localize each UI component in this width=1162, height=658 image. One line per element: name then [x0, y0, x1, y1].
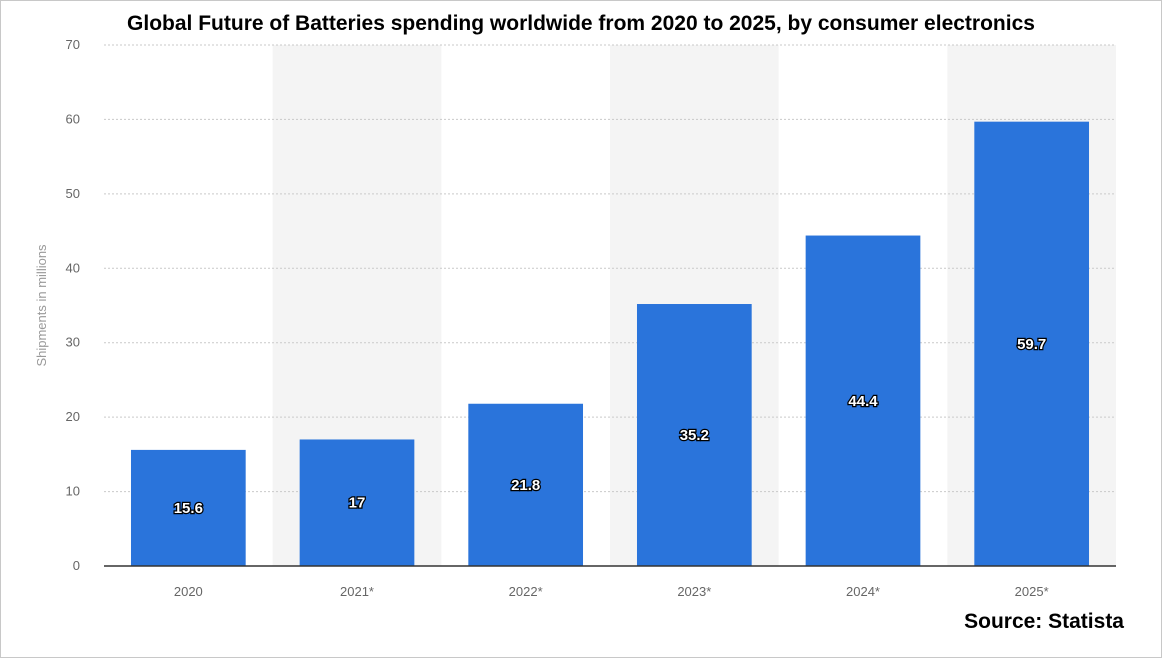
y-tick-0: 0: [73, 558, 80, 573]
data-label-2023*: 35.2: [680, 427, 709, 444]
y-tick-20: 20: [66, 409, 80, 424]
data-label-2024*: 44.4: [848, 393, 878, 410]
y-tick-30: 30: [66, 335, 80, 350]
data-label-2025*: 59.7: [1017, 336, 1046, 353]
data-labels: 15.6 17 21.8 35.2 44.4 59.7: [172, 335, 1047, 519]
bar-2023*: [636, 304, 752, 566]
bar-2020: [130, 449, 246, 566]
bar-2021*: [299, 439, 415, 566]
chart-title: Global Future of Batteries spending worl…: [127, 12, 1035, 35]
y-tick-60: 60: [66, 111, 80, 126]
data-label-2022*: 21.8: [511, 477, 540, 494]
y-tick-40: 40: [66, 260, 80, 275]
y-tick-10: 10: [66, 484, 80, 499]
data-label-2021*: 17: [349, 495, 366, 512]
data-label-2020: 15.6: [174, 500, 203, 517]
x-axis-ticks: 2020 2021* 2022* 2023* 2024* 2025*: [174, 584, 1049, 599]
y-tick-50: 50: [66, 186, 80, 201]
x-tick-2024*: 2024*: [846, 584, 880, 599]
bars: [130, 121, 1090, 566]
x-tick-2021*: 2021*: [340, 584, 374, 599]
x-tick-2022*: 2022*: [509, 584, 543, 599]
x-tick-2025*: 2025*: [1015, 584, 1049, 599]
x-tick-2020: 2020: [174, 584, 203, 599]
bar-2025*: [974, 121, 1090, 566]
bar-2022*: [468, 403, 584, 566]
x-tick-2023*: 2023*: [677, 584, 711, 599]
gridlines: [104, 44, 1116, 493]
y-axis-ticks: 0 10 20 30 40 50 60 70: [66, 37, 80, 573]
y-tick-70: 70: [66, 37, 80, 52]
y-axis-label: Shipments in millions: [34, 244, 49, 367]
source-note: Source: Statista: [964, 610, 1124, 633]
bar-2024*: [805, 235, 921, 566]
